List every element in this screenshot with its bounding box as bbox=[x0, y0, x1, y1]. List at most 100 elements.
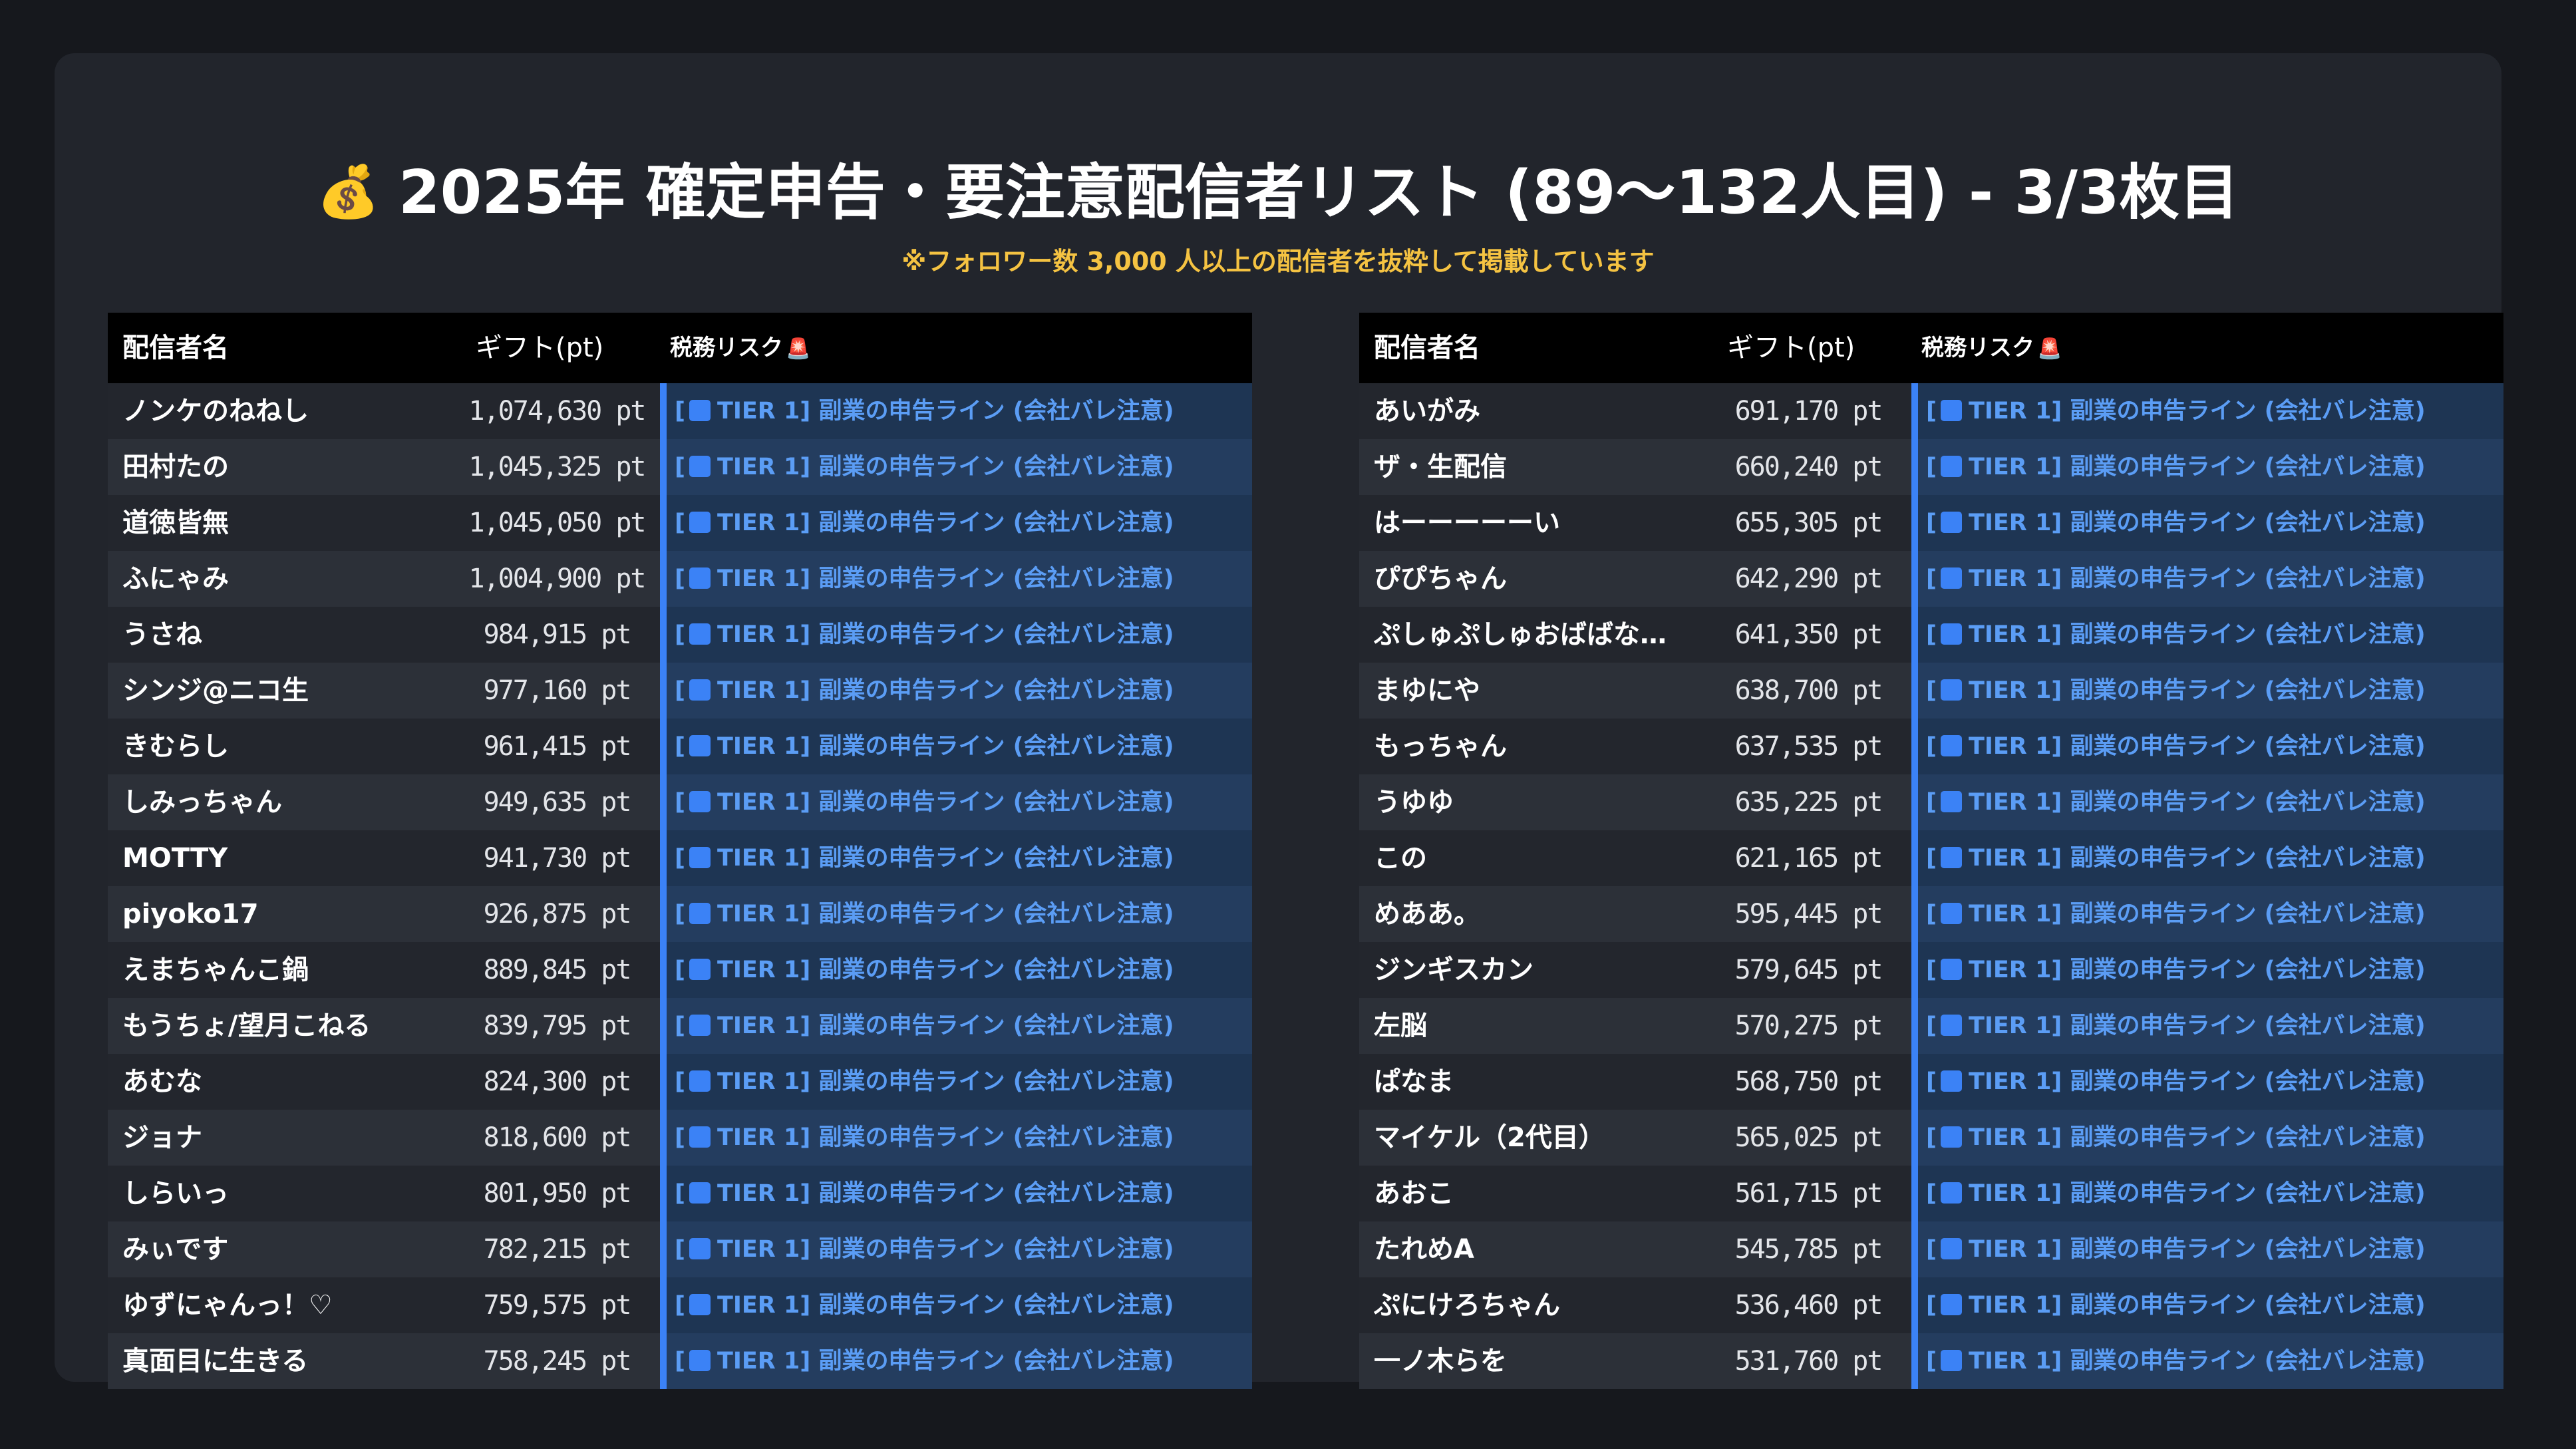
streamer-name: piyoko17 bbox=[122, 899, 259, 929]
risk-bracket: [ bbox=[1926, 957, 1937, 983]
streamer-name: もっちゃん bbox=[1374, 731, 1507, 762]
risk-text: TIER 1] 副業の申告ライン (会社バレ注意) bbox=[1969, 510, 2426, 536]
risk-bracket: [ bbox=[675, 1013, 685, 1039]
money-bag-icon: 💰 bbox=[317, 162, 380, 221]
blue-square-icon bbox=[689, 1238, 711, 1259]
gift-points: 579,645 pt bbox=[1734, 955, 1883, 985]
risk-bracket: [ bbox=[675, 1068, 685, 1095]
blue-square-icon bbox=[689, 1294, 711, 1315]
table-row: あむな 824,300 pt [TIER 1] 副業の申告ライン (会社バレ注意) bbox=[108, 1054, 1252, 1110]
risk-bracket: [ bbox=[675, 621, 685, 648]
streamer-name: えまちゃんこ鍋 bbox=[122, 955, 309, 985]
risk-text: TIER 1] 副業の申告ライン (会社バレ注意) bbox=[1969, 1348, 2426, 1374]
gift-points: 531,760 pt bbox=[1734, 1346, 1883, 1376]
streamer-name: 田村たの bbox=[122, 452, 229, 482]
blue-square-icon bbox=[689, 1126, 711, 1148]
risk-badge: [TIER 1] 副業の申告ライン (会社バレ注意) bbox=[1911, 439, 2503, 495]
risk-text: TIER 1] 副業の申告ライン (会社バレ注意) bbox=[717, 1124, 1174, 1151]
blue-square-icon bbox=[1941, 1070, 1962, 1092]
risk-badge: [TIER 1] 副業の申告ライン (会社バレ注意) bbox=[1911, 1333, 2503, 1389]
risk-bracket: [ bbox=[1926, 1124, 1937, 1151]
table-row: マイケル（2代目） 565,025 pt [TIER 1] 副業の申告ライン (会社… bbox=[1359, 1110, 2503, 1166]
risk-bracket: [ bbox=[1926, 789, 1937, 816]
blue-square-icon bbox=[689, 959, 711, 980]
risk-badge: [TIER 1] 副業の申告ライン (会社バレ注意) bbox=[1911, 383, 2503, 439]
streamer-name: はーーーーーい bbox=[1374, 508, 1560, 538]
risk-text: TIER 1] 副業の申告ライン (会社バレ注意) bbox=[1969, 677, 2426, 704]
risk-bracket: [ bbox=[1926, 733, 1937, 760]
table-row: みぃです 782,215 pt [TIER 1] 副業の申告ライン (会社バレ注意) bbox=[108, 1221, 1252, 1277]
streamer-name: うさね bbox=[122, 619, 202, 650]
blue-square-icon bbox=[1941, 456, 1962, 477]
risk-text: TIER 1] 副業の申告ライン (会社バレ注意) bbox=[717, 789, 1174, 816]
risk-text: TIER 1] 副業の申告ライン (会社バレ注意) bbox=[717, 1013, 1174, 1039]
gift-points: 889,845 pt bbox=[483, 955, 632, 985]
risk-text: TIER 1] 副業の申告ライン (会社バレ注意) bbox=[1969, 901, 2426, 927]
risk-text: TIER 1] 副業の申告ライン (会社バレ注意) bbox=[717, 1292, 1174, 1319]
risk-bracket: [ bbox=[1926, 454, 1937, 480]
streamer-name: 真面目に生きる bbox=[122, 1346, 309, 1376]
gift-points: 839,795 pt bbox=[483, 1011, 632, 1041]
streamer-name: ぱなま bbox=[1374, 1066, 1454, 1097]
risk-text: TIER 1] 副業の申告ライン (会社バレ注意) bbox=[717, 1348, 1174, 1374]
risk-bracket: [ bbox=[1926, 1180, 1937, 1207]
blue-square-icon bbox=[689, 623, 711, 645]
risk-badge: [TIER 1] 副業の申告ライン (会社バレ注意) bbox=[660, 774, 1252, 830]
risk-badge: [TIER 1] 副業の申告ライン (会社バレ注意) bbox=[1911, 495, 2503, 551]
blue-square-icon bbox=[689, 1070, 711, 1092]
column-header-risk: 税務リスク 🚨 bbox=[1921, 313, 2062, 383]
risk-text: TIER 1] 副業の申告ライン (会社バレ注意) bbox=[1969, 957, 2426, 983]
risk-text: TIER 1] 副業の申告ライン (会社バレ注意) bbox=[717, 733, 1174, 760]
streamer-name: あいがみ bbox=[1374, 396, 1480, 426]
risk-bracket: [ bbox=[1926, 1236, 1937, 1263]
column-header-name: 配信者名 bbox=[122, 333, 229, 363]
table-row: はーーーーーい 655,305 pt [TIER 1] 副業の申告ライン (会社バレ… bbox=[1359, 495, 2503, 551]
table-row: この 621,165 pt [TIER 1] 副業の申告ライン (会社バレ注意) bbox=[1359, 830, 2503, 886]
risk-badge: [TIER 1] 副業の申告ライン (会社バレ注意) bbox=[1911, 663, 2503, 719]
column-header-risk-label: 税務リスク bbox=[670, 335, 783, 361]
blue-square-icon bbox=[1941, 623, 1962, 645]
gift-points: 565,025 pt bbox=[1734, 1122, 1883, 1153]
gift-points: 818,600 pt bbox=[483, 1122, 632, 1153]
gift-points: 642,290 pt bbox=[1734, 564, 1883, 594]
risk-text: TIER 1] 副業の申告ライン (会社バレ注意) bbox=[717, 565, 1174, 592]
table-row: ぷしゅぷしゅおばばな… 641,350 pt [TIER 1] 副業の申告ライン (… bbox=[1359, 607, 2503, 663]
blue-square-icon bbox=[1941, 1238, 1962, 1259]
table-row: たれめA 545,785 pt [TIER 1] 副業の申告ライン (会社バレ注意) bbox=[1359, 1221, 2503, 1277]
risk-text: TIER 1] 副業の申告ライン (会社バレ注意) bbox=[717, 510, 1174, 536]
main-card: 💰 2025年 確定申告・要注意配信者リスト (89〜132人目) - 3/3枚目… bbox=[55, 53, 2503, 1389]
gift-points: 941,730 pt bbox=[483, 843, 632, 874]
table-row: しみっちゃん 949,635 pt [TIER 1] 副業の申告ライン (会社バレ注… bbox=[108, 774, 1252, 830]
streamer-name: しみっちゃん bbox=[122, 787, 282, 818]
streamer-name: まゆにや bbox=[1374, 675, 1480, 706]
gift-points: 926,875 pt bbox=[483, 899, 632, 929]
gift-points: 570,275 pt bbox=[1734, 1011, 1883, 1041]
table-row: うさね 984,915 pt [TIER 1] 副業の申告ライン (会社バレ注意) bbox=[108, 607, 1252, 663]
risk-bracket: [ bbox=[1926, 1292, 1937, 1319]
blue-square-icon bbox=[1941, 512, 1962, 533]
streamer-name: 道徳皆無 bbox=[122, 508, 229, 538]
risk-badge: [TIER 1] 副業の申告ライン (会社バレ注意) bbox=[660, 886, 1252, 942]
risk-badge: [TIER 1] 副業の申告ライン (会社バレ注意) bbox=[660, 1277, 1252, 1333]
streamer-name: めああ。 bbox=[1374, 899, 1480, 929]
risk-badge: [TIER 1] 副業の申告ライン (会社バレ注意) bbox=[1911, 830, 2503, 886]
table-row: 真面目に生きる 758,245 pt [TIER 1] 副業の申告ライン (会社バレ… bbox=[108, 1333, 1252, 1389]
risk-badge: [ TIER 1] 副業の申告ライン (会社バレ注意) bbox=[660, 998, 1252, 1054]
risk-badge: [TIER 1] 副業の申告ライン (会社バレ注意) bbox=[1911, 607, 2503, 663]
table-row: うゆゆ 635,225 pt [TIER 1] 副業の申告ライン (会社バレ注意) bbox=[1359, 774, 2503, 830]
gift-points: 595,445 pt bbox=[1734, 899, 1883, 929]
gift-points: 655,305 pt bbox=[1734, 508, 1883, 538]
blue-square-icon bbox=[689, 1182, 711, 1204]
risk-badge: [TIER 1] 副業の申告ライン (会社バレ注意) bbox=[660, 719, 1252, 774]
table-header: 配信者名 ギフト(pt) 税務リスク 🚨 bbox=[1359, 313, 2503, 383]
blue-square-icon bbox=[1941, 847, 1962, 868]
table-row: めああ。 595,445 pt [TIER 1] 副業の申告ライン (会社バレ注意) bbox=[1359, 886, 2503, 942]
table-row: まゆにや 638,700 pt [TIER 1] 副業の申告ライン (会社バレ注意) bbox=[1359, 663, 2503, 719]
risk-text: TIER 1] 副業の申告ライン (会社バレ注意) bbox=[1969, 1236, 2426, 1263]
risk-bracket: [ bbox=[675, 454, 685, 480]
table-row: 一ノ木らを 531,760 pt [TIER 1] 副業の申告ライン (会社バレ注意… bbox=[1359, 1333, 2503, 1389]
risk-bracket: [ bbox=[675, 1124, 685, 1151]
gift-points: 660,240 pt bbox=[1734, 452, 1883, 482]
risk-text: TIER 1] 副業の申告ライン (会社バレ注意) bbox=[717, 1180, 1174, 1207]
streamer-name: シンジ@ニコ生 bbox=[122, 675, 309, 706]
